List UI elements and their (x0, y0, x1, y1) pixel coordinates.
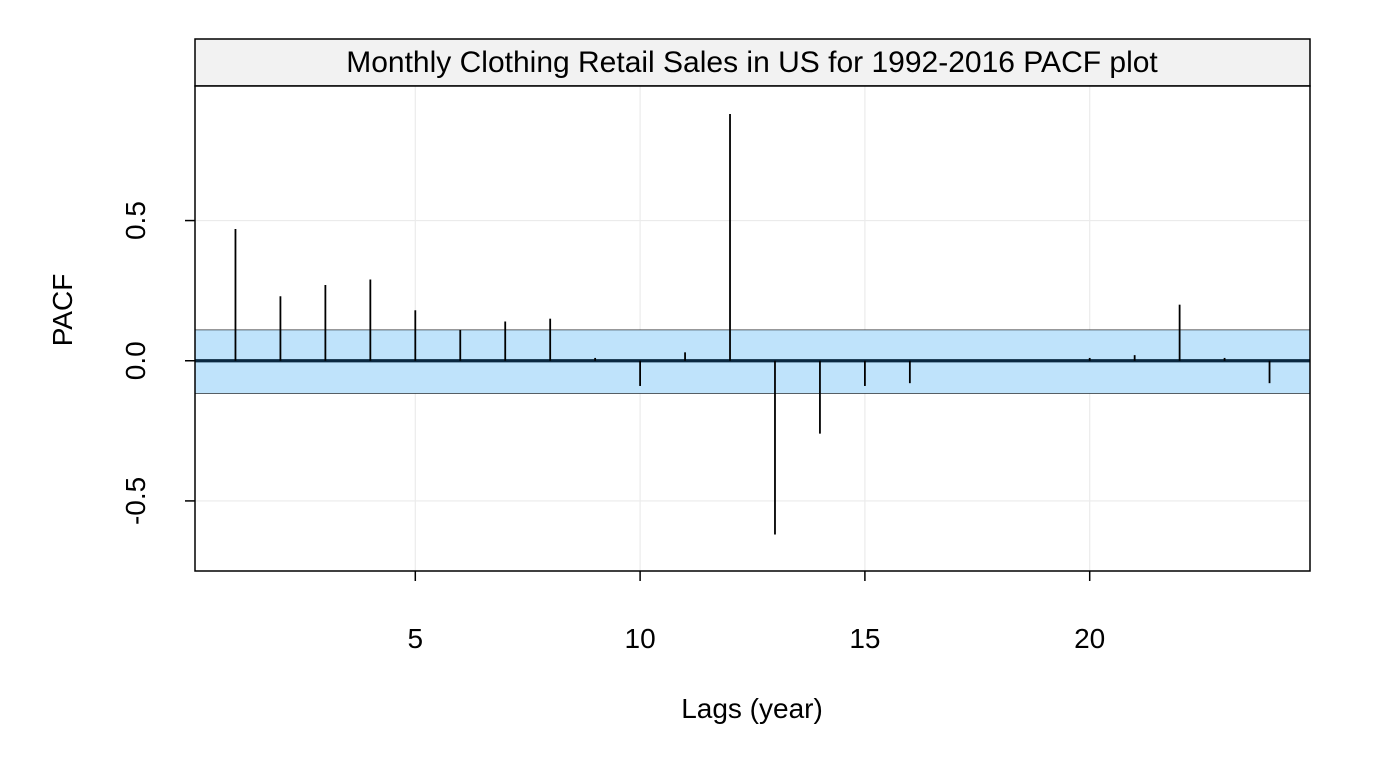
x-tick-label-3: 20 (1074, 623, 1105, 654)
x-axis-label: Lags (year) (681, 693, 823, 724)
chart-title: Monthly Clothing Retail Sales in US for … (346, 46, 1158, 79)
y-tick-label-0: -0.5 (120, 477, 151, 525)
plot-panel (195, 86, 1310, 571)
x-tick-label-0: 5 (408, 623, 424, 654)
x-tick-label-2: 15 (849, 623, 880, 654)
pacf-bars (234, 114, 1271, 535)
y-tick-label-2: 0.5 (120, 201, 151, 240)
y-tick-label-1: 0.0 (120, 341, 151, 380)
title-strip (194, 38, 1311, 87)
x-tick-label-1: 10 (625, 623, 656, 654)
y-axis: -0.5 0.0 0.5 (120, 201, 195, 525)
plot-border (194, 85, 1311, 572)
y-axis-label: PACF (47, 274, 78, 347)
x-axis: 5 10 15 20 (408, 571, 1105, 654)
